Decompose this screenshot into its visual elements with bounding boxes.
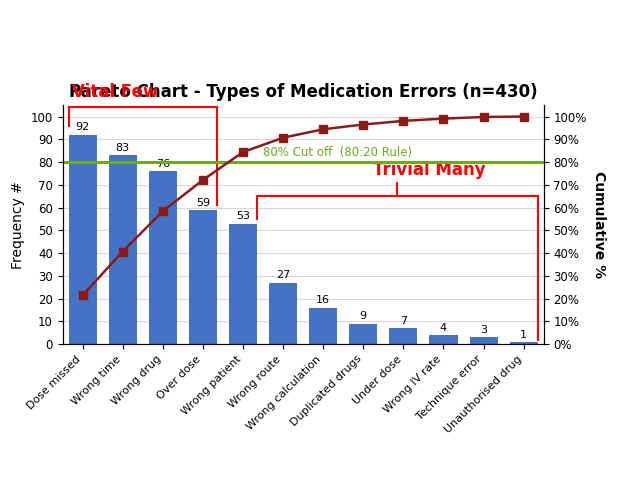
Text: 27: 27 [276, 271, 290, 281]
Title: Pareto Chart - Types of Medication Errors (n=430): Pareto Chart - Types of Medication Error… [69, 83, 538, 101]
Bar [229, 224, 257, 344]
Text: 83: 83 [116, 143, 130, 153]
Text: 7: 7 [400, 316, 407, 326]
Text: Vital Few: Vital Few [71, 83, 158, 100]
Text: 9: 9 [360, 311, 367, 321]
Text: Trivial Many: Trivial Many [373, 161, 486, 179]
Text: 53: 53 [236, 211, 250, 221]
Bar [389, 328, 418, 344]
Bar [349, 324, 378, 344]
Text: 59: 59 [196, 197, 210, 207]
Text: 16: 16 [316, 295, 330, 305]
Y-axis label: Cumulative %: Cumulative % [592, 171, 606, 278]
Bar [189, 210, 217, 344]
Bar [69, 135, 97, 344]
Text: 1: 1 [520, 330, 528, 339]
Text: 76: 76 [156, 159, 170, 169]
Y-axis label: Frequency #: Frequency # [11, 181, 25, 269]
Bar [149, 171, 177, 344]
Bar [469, 337, 498, 344]
Text: 92: 92 [76, 122, 89, 132]
Bar [429, 335, 458, 344]
Text: 4: 4 [440, 323, 447, 333]
Bar [509, 342, 538, 344]
Bar [109, 155, 137, 344]
Bar [269, 282, 297, 344]
Bar [309, 308, 338, 344]
Text: 80% Cut off  (80:20 Rule): 80% Cut off (80:20 Rule) [263, 146, 412, 159]
Text: 3: 3 [480, 325, 487, 335]
